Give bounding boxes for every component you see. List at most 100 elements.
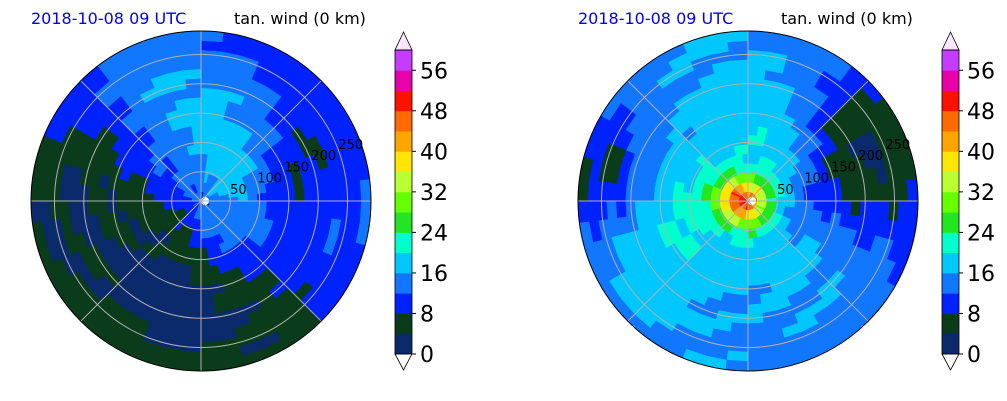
azimuth-spoke (747, 80, 869, 202)
colorbar-extend-min (394, 353, 413, 371)
colorbar-bin (942, 151, 959, 172)
colorbar-bin (395, 191, 412, 213)
wind-cell (878, 200, 890, 220)
panel-left: 2018-10-08 09 UTC tan. wind (0 km) 50 10… (30, 9, 448, 372)
wind-cell (747, 322, 766, 334)
wind-cell (284, 188, 296, 202)
panel-right-ring-label-50: 50 (777, 183, 794, 198)
wind-cell (189, 115, 202, 127)
wind-cell (841, 200, 853, 215)
wind-cell (200, 294, 215, 306)
wind-cell (747, 106, 761, 118)
panel-right-ring-label-150: 150 (831, 160, 856, 175)
wind-cell (747, 125, 759, 136)
colorbar-bin (395, 90, 412, 112)
panel-right-cb-tick-16: 16 (967, 262, 995, 287)
panel-left-ring-label-200: 200 (311, 149, 336, 164)
wind-cell (185, 303, 202, 315)
wind-cell (200, 125, 212, 136)
panel-left-cb-tick-32: 32 (420, 181, 448, 206)
wind-cell (729, 331, 749, 343)
wind-cell (40, 179, 52, 202)
wind-cell (275, 189, 287, 202)
wind-cell (662, 200, 674, 213)
panel-right-radial-labels: 50 100 150 200 250 (777, 138, 910, 198)
wind-cell (850, 200, 862, 217)
wind-cell (200, 322, 219, 334)
wind-cell (730, 68, 749, 80)
panel-left-ring-label-100: 100 (257, 172, 282, 187)
wind-cell (615, 200, 627, 219)
panel-right-cb-tick-24: 24 (967, 221, 995, 246)
wind-cell (869, 183, 881, 202)
wind-cell (238, 200, 249, 208)
panel-left-ring-label-250: 250 (338, 138, 363, 153)
wind-cell (747, 40, 770, 52)
colorbar-bin (942, 313, 959, 335)
panel-right-cb-tick-48: 48 (967, 100, 995, 125)
wind-cell (200, 153, 208, 164)
wind-cell (200, 331, 220, 343)
wind-cell (188, 106, 202, 118)
wind-cell (747, 350, 770, 362)
wind-cell (587, 200, 599, 223)
wind-cell (732, 87, 749, 99)
wind-cell (897, 200, 909, 223)
wind-cell (747, 359, 771, 371)
panel-right-cb-tick-0: 0 (967, 343, 981, 368)
wind-cell (187, 96, 202, 108)
wind-cell (68, 200, 80, 219)
wind-cell (182, 331, 202, 343)
colorbar-bin (942, 171, 959, 193)
colorbar-bin (942, 272, 959, 294)
wind-cell (662, 189, 674, 202)
wind-cell (115, 189, 127, 202)
wind-cell (266, 190, 277, 202)
colorbar-bin (942, 90, 959, 112)
wind-cell (897, 179, 909, 202)
wind-cell (284, 200, 296, 214)
wind-cell (691, 193, 702, 202)
wind-cell (87, 200, 99, 217)
wind-cell (878, 182, 890, 202)
panel-left-cb-tick-8: 8 (420, 303, 434, 328)
wind-cell (736, 275, 749, 287)
panel-right-cb-tick-40: 40 (967, 140, 995, 165)
wind-cell (200, 87, 217, 99)
wind-cell (726, 350, 749, 362)
wind-cell (735, 106, 749, 118)
wind-cell (183, 322, 202, 334)
wind-cell (294, 200, 306, 215)
wind-cell (747, 96, 762, 108)
panel-right-colorbar (941, 31, 963, 371)
wind-cell (200, 59, 220, 71)
azimuth-spoke (80, 200, 202, 322)
wind-cell (266, 200, 277, 212)
wind-cell (737, 266, 749, 277)
wind-cell (106, 188, 118, 202)
panel-right-ring-label-100: 100 (804, 172, 829, 187)
azimuth-spoke (747, 200, 869, 322)
wind-cell (193, 247, 202, 258)
wind-cell (747, 31, 771, 43)
wind-cell (785, 200, 796, 208)
wind-cell (587, 179, 599, 202)
wind-cell (275, 200, 287, 213)
colorbar-bin (395, 110, 412, 132)
wind-cell (125, 200, 136, 212)
panel-left-ring-label-150: 150 (284, 160, 309, 175)
wind-cell (737, 125, 749, 136)
panel-left-ring-label-50: 50 (230, 183, 247, 198)
wind-cell (178, 31, 202, 43)
wind-cell (735, 284, 749, 296)
wind-cell (643, 200, 655, 215)
wind-cell (725, 31, 749, 43)
wind-cell (813, 200, 824, 212)
wind-cell (87, 185, 99, 202)
colorbar-bin (942, 131, 959, 152)
wind-cell (831, 188, 843, 202)
panel-left-cb-tick-24: 24 (420, 221, 448, 246)
wind-cell (178, 359, 202, 371)
wind-cell (190, 266, 202, 277)
